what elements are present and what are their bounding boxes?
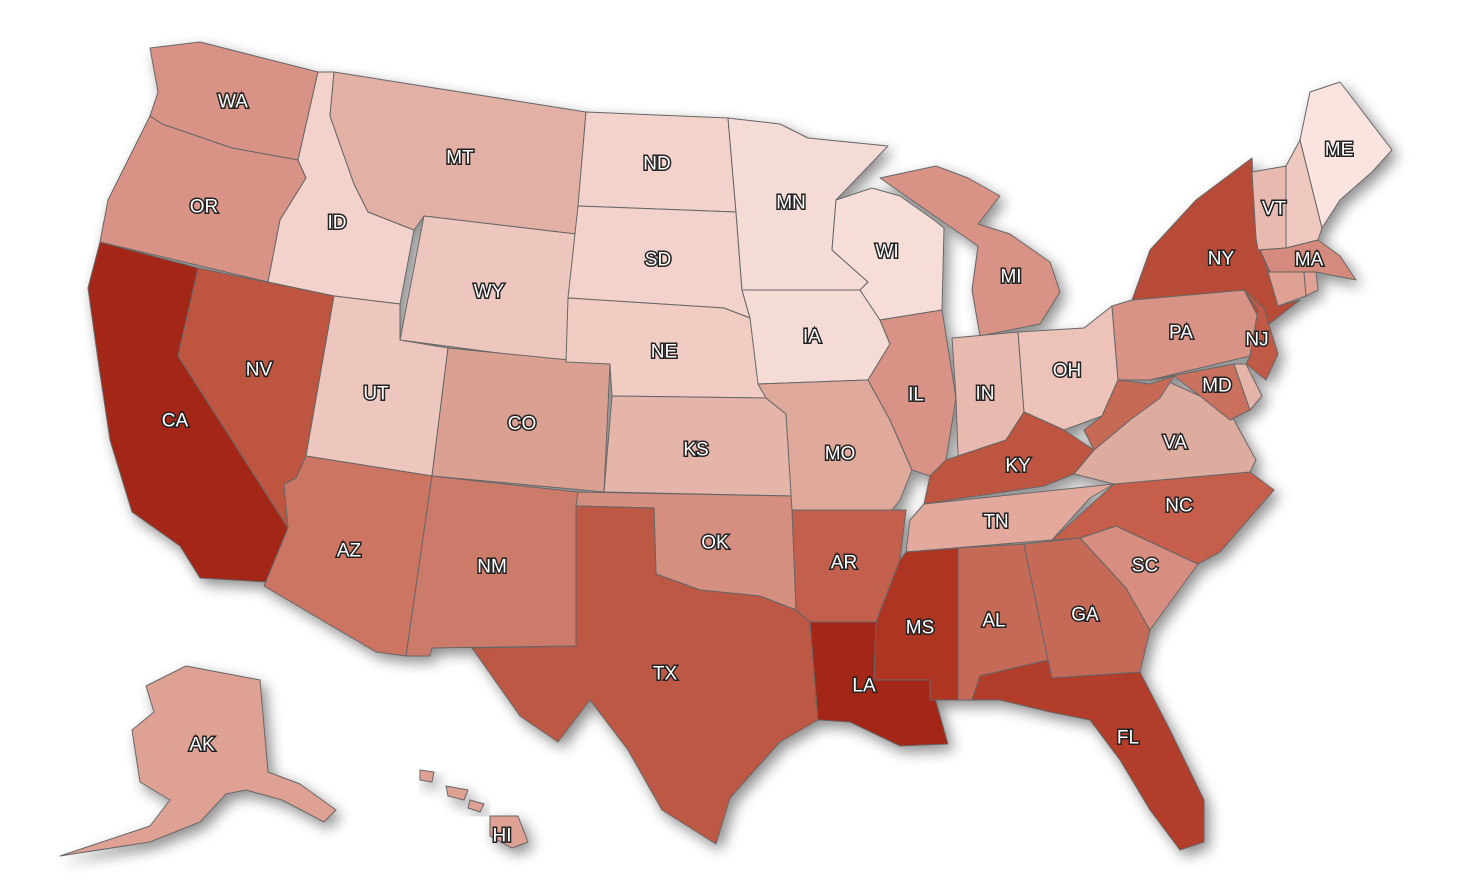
label-nd: ND	[643, 154, 670, 175]
label-al: AL	[982, 611, 1005, 632]
state-il[interactable]	[867, 309, 957, 477]
label-mt: MT	[446, 148, 474, 169]
label-in: IN	[976, 384, 995, 405]
label-sc: SC	[1132, 556, 1158, 577]
label-fl: FL	[1117, 728, 1139, 749]
label-va: VA	[1163, 433, 1187, 454]
label-ak: AK	[189, 735, 215, 756]
label-wy: WY	[474, 282, 505, 303]
label-ma: MA	[1295, 250, 1324, 271]
label-nv: NV	[246, 360, 273, 381]
label-vt: VT	[1262, 199, 1287, 220]
state-de[interactable]	[1233, 363, 1263, 411]
label-wi: WI	[875, 242, 898, 263]
label-nm: NM	[477, 557, 507, 578]
label-tx: TX	[653, 664, 678, 685]
label-sd: SD	[645, 250, 671, 271]
label-ky: KY	[1005, 456, 1031, 477]
label-md: MD	[1202, 376, 1232, 397]
label-or: OR	[190, 197, 219, 218]
state-mi[interactable]	[879, 165, 1061, 337]
state-me[interactable]	[1299, 81, 1393, 229]
state-tx[interactable]	[471, 505, 819, 845]
label-ms: MS	[906, 618, 935, 639]
label-ne: NE	[651, 342, 677, 363]
label-az: AZ	[337, 541, 362, 562]
label-pa: PA	[1169, 323, 1193, 344]
label-mn: MN	[776, 193, 806, 214]
label-ar: AR	[831, 553, 857, 574]
label-mi: MI	[1000, 267, 1021, 288]
label-oh: OH	[1053, 361, 1082, 382]
label-ia: IA	[803, 327, 821, 348]
hawaii-island-3	[467, 799, 485, 813]
label-mo: MO	[825, 444, 856, 465]
state-nj[interactable]	[1243, 289, 1279, 381]
label-ok: OK	[701, 533, 729, 554]
label-la: LA	[852, 676, 876, 697]
label-me: ME	[1325, 140, 1354, 161]
label-nc: NC	[1165, 496, 1192, 517]
label-hi: HI	[493, 826, 512, 847]
state-nh[interactable]	[1285, 139, 1323, 249]
label-nj: NJ	[1245, 330, 1268, 351]
label-ga: GA	[1071, 605, 1099, 626]
state-ri[interactable]	[1303, 271, 1319, 297]
hawaii-island-1	[419, 769, 435, 783]
label-ks: KS	[683, 440, 708, 461]
label-il: IL	[908, 385, 924, 406]
label-ut: UT	[363, 384, 389, 405]
state-fl[interactable]	[971, 659, 1205, 851]
label-wa: WA	[218, 92, 248, 113]
label-co: CO	[508, 414, 537, 435]
label-ny: NY	[1208, 249, 1235, 270]
label-tn: TN	[983, 512, 1008, 533]
state-ky[interactable]	[923, 411, 1095, 505]
state-ak[interactable]	[59, 665, 337, 857]
hawaii-island-2	[445, 785, 469, 801]
label-id: ID	[328, 213, 347, 234]
label-ca: CA	[162, 411, 189, 432]
state-hi[interactable]	[489, 815, 529, 849]
